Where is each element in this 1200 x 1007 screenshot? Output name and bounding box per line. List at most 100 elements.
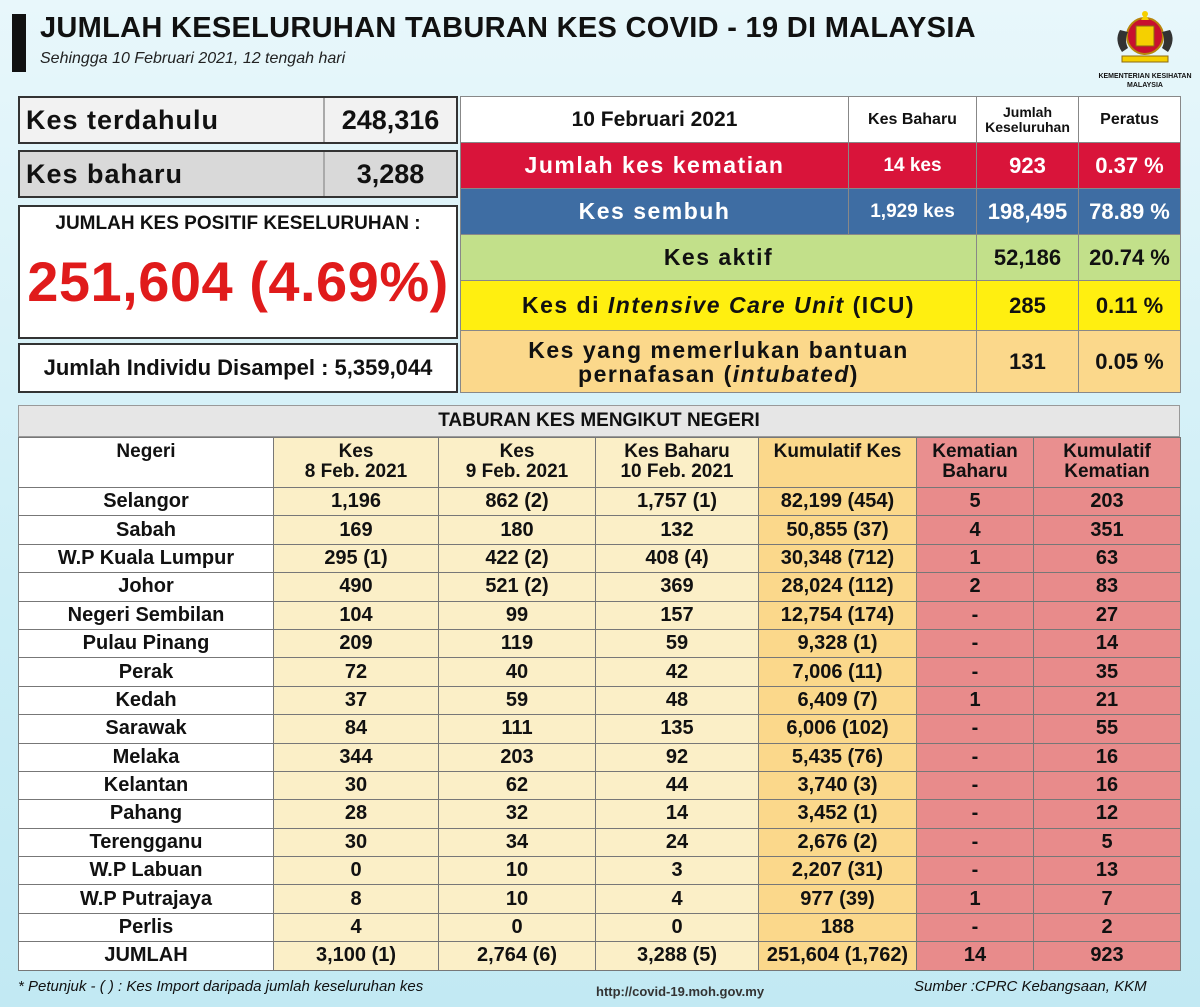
cases-10feb: 3,288 (5) <box>595 941 759 971</box>
new-deaths: 2 <box>916 572 1034 602</box>
cumulative-deaths: 55 <box>1033 714 1181 744</box>
table-row: Pahang 28 32 14 3,452 (1) -12 <box>18 799 1181 829</box>
state-name: Johor <box>18 572 274 602</box>
cases-8feb: 104 <box>273 600 439 630</box>
header-accent-bar <box>12 14 26 72</box>
recovered-new: 1,929 kes <box>848 188 977 235</box>
cumulative-cases: 5,435 (76) <box>758 742 917 772</box>
cases-10feb: 408 (4) <box>595 543 759 574</box>
recovered-row: Kes sembuh 1,929 kes 198,495 78.89 % <box>460 188 1181 235</box>
cumulative-cases: 12,754 (174) <box>758 600 917 630</box>
new-deaths: 5 <box>916 486 1034 517</box>
cases-9feb: 62 <box>438 770 596 801</box>
state-name: Negeri Sembilan <box>18 600 274 630</box>
cases-10feb: 132 <box>595 515 759 545</box>
new-deaths: - <box>916 827 1034 858</box>
malaysia-coat-of-arms-icon <box>1117 11 1173 63</box>
cumulative-cases: 2,207 (31) <box>758 856 917 886</box>
cumulative-cases: 6,409 (7) <box>758 685 917 716</box>
intubated-label: Kes yang memerlukan bantuan pernafasan (… <box>460 330 977 393</box>
new-deaths: - <box>916 770 1034 801</box>
new-cases-label: Kes baharu <box>20 152 325 196</box>
cases-9feb: 34 <box>438 827 596 858</box>
death-row: Jumlah kes kematian 14 kes 923 0.37 % <box>460 142 1181 189</box>
new-deaths: - <box>916 912 1034 943</box>
footer-url[interactable]: http://covid-19.moh.gov.my <box>596 984 765 999</box>
cumulative-cases: 7,006 (11) <box>758 657 917 687</box>
total-positive-value: 251,604 (4.69%) <box>27 250 449 313</box>
table-row: Perlis 4 0 0 188-2 <box>18 912 1181 943</box>
cases-10feb: 1,757 (1) <box>595 486 759 517</box>
table-row: Perak 72 40 42 7,006 (11) -35 <box>18 657 1181 687</box>
cases-9feb: 32 <box>438 799 596 829</box>
col-total-header: Jumlah Keseluruhan <box>976 96 1079 143</box>
col-pct-header: Peratus <box>1078 96 1181 143</box>
table-row: W.P Kuala Lumpur 295 (1) 422 (2) 408 (4) 30,… <box>18 543 1181 574</box>
cumulative-deaths: 5 <box>1033 827 1181 858</box>
active-row: Kes aktif 52,186 20.74 % <box>460 234 1181 281</box>
intubated-total: 131 <box>976 330 1079 393</box>
cases-9feb: 2,764 (6) <box>438 941 596 971</box>
cases-8feb: 0 <box>273 856 439 886</box>
active-total: 52,186 <box>976 234 1079 281</box>
new-deaths: 1 <box>916 543 1034 574</box>
cumulative-cases: 6,006 (102) <box>758 714 917 744</box>
new-deaths: - <box>916 600 1034 630</box>
footer-note: * Petunjuk - ( ) : Kes Import daripada j… <box>18 978 424 995</box>
table-row: Melaka 344 203 92 5,435 (76) -16 <box>18 742 1181 772</box>
cases-8feb: 28 <box>273 799 439 829</box>
new-deaths-header: Kematian Baharu <box>916 437 1034 488</box>
cases-9feb: 422 (2) <box>438 543 596 574</box>
cumulative-cases: 30,348 (712) <box>758 543 917 574</box>
cumulative-deaths: 351 <box>1033 515 1181 545</box>
cumulative-deaths: 63 <box>1033 543 1181 574</box>
table-row: W.P Labuan 0 10 3 2,207 (31) -13 <box>18 856 1181 886</box>
new-deaths: - <box>916 799 1034 829</box>
previous-cases-row: Kes terdahulu 248,316 <box>18 96 458 144</box>
total-positive-box: JUMLAH KES POSITIF KESELURUHAN : 251,604… <box>18 205 458 339</box>
state-name: Pulau Pinang <box>18 628 274 659</box>
cumulative-deaths-header: Kumulatif Kematian <box>1033 437 1181 488</box>
cases-10feb: 24 <box>595 827 759 858</box>
cases-9feb: 119 <box>438 628 596 659</box>
cases-9feb: 0 <box>438 912 596 943</box>
state-name: Kedah <box>18 685 274 716</box>
cases-10feb: 4 <box>595 884 759 914</box>
cases-8feb: 1,196 <box>273 486 439 517</box>
cases-10feb: 0 <box>595 912 759 943</box>
state-name: Selangor <box>18 486 274 517</box>
table-row: JUMLAH 3,100 (1) 2,764 (6) 3,288 (5) 251,604… <box>18 941 1181 971</box>
cases-8feb: 295 (1) <box>273 543 439 574</box>
state-name: JUMLAH <box>18 941 274 971</box>
sampled-individuals: Jumlah Individu Disampel : 5,359,044 <box>18 343 458 393</box>
cases-8feb: 169 <box>273 515 439 545</box>
new-deaths: 4 <box>916 515 1034 545</box>
state-name: Terengganu <box>18 827 274 858</box>
cases-8feb: 30 <box>273 770 439 801</box>
state-name: W.P Putrajaya <box>18 884 274 914</box>
cases-9feb: 203 <box>438 742 596 772</box>
page-subtitle: Sehingga 10 Februari 2021, 12 tengah har… <box>40 50 346 67</box>
cases-10feb: 3 <box>595 856 759 886</box>
active-label: Kes aktif <box>460 234 977 281</box>
cumulative-deaths: 27 <box>1033 600 1181 630</box>
cases-10feb: 135 <box>595 714 759 744</box>
new-deaths: 1 <box>916 685 1034 716</box>
cumulative-deaths: 16 <box>1033 770 1181 801</box>
cases-9feb: 10 <box>438 884 596 914</box>
cases-8feb: 8 <box>273 884 439 914</box>
intubated-row: Kes yang memerlukan bantuan pernafasan (… <box>460 330 1181 393</box>
cumulative-cases: 50,855 (37) <box>758 515 917 545</box>
status-date: 10 Februari 2021 <box>460 96 849 143</box>
table-row: Pulau Pinang 209 119 59 9,328 (1) -14 <box>18 628 1181 659</box>
cases-10feb: 92 <box>595 742 759 772</box>
cases-8feb: 30 <box>273 827 439 858</box>
cases-10feb: 369 <box>595 572 759 602</box>
new-deaths: - <box>916 742 1034 772</box>
state-name: Melaka <box>18 742 274 772</box>
cases-10feb: 157 <box>595 600 759 630</box>
ministry-label: KEMENTERIAN KESIHATAN MALAYSIA <box>1098 73 1192 89</box>
table-row: Selangor 1,196 862 (2) 1,757 (1) 82,199 (454… <box>18 486 1181 517</box>
cases-8feb-header: Kes 8 Feb. 2021 <box>273 437 439 488</box>
icu-pct: 0.11 % <box>1078 280 1181 331</box>
